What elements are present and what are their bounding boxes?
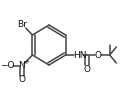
- Text: −O: −O: [0, 61, 15, 70]
- Text: HN: HN: [73, 50, 87, 59]
- Text: Br: Br: [17, 20, 27, 29]
- Text: +: +: [23, 59, 29, 65]
- Text: O: O: [18, 76, 25, 85]
- Text: O: O: [83, 65, 90, 73]
- Text: O: O: [95, 50, 102, 59]
- Text: N: N: [18, 61, 25, 70]
